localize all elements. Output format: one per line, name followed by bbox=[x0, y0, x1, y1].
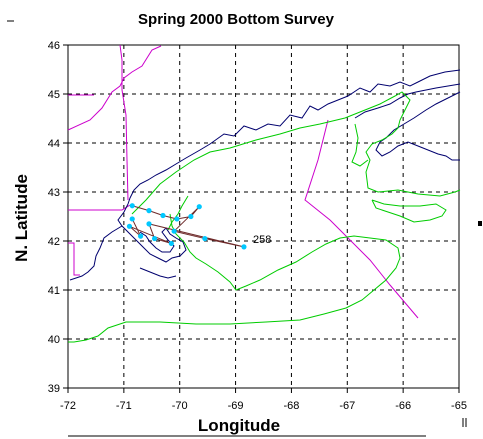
station-marker bbox=[138, 233, 144, 239]
station-marker bbox=[151, 235, 158, 242]
depth-contour-georges-bank bbox=[68, 213, 401, 343]
cruise-track bbox=[129, 205, 245, 248]
depth-contour-gulf-of-maine bbox=[131, 91, 461, 215]
latitude-ticks: 46 45 44 43 42 41 40 39 bbox=[48, 40, 68, 395]
plot-frame bbox=[67, 44, 460, 389]
station-marker bbox=[146, 208, 152, 214]
depth-contour-jordan-basin bbox=[371, 199, 447, 223]
connecticut-rhode-island-border bbox=[68, 242, 80, 276]
y-tick-label: 40 bbox=[48, 334, 60, 346]
y-tick-label: 46 bbox=[48, 40, 60, 52]
survey-stations bbox=[126, 203, 247, 250]
quebec-maine-border bbox=[67, 45, 162, 131]
station-marker bbox=[174, 216, 180, 222]
edge-marker bbox=[478, 221, 482, 226]
y-tick-label: 43 bbox=[48, 187, 60, 199]
x-tick-label: -66 bbox=[395, 400, 411, 412]
x-axis-title: Longitude bbox=[198, 416, 280, 435]
station-marker bbox=[188, 213, 194, 220]
coastline-fundy bbox=[354, 83, 461, 119]
x-tick-label: -65 bbox=[451, 400, 467, 412]
x-tick-label: -71 bbox=[116, 400, 132, 412]
station-marker bbox=[160, 212, 166, 219]
station-marker bbox=[168, 240, 174, 247]
x-tick-label: -70 bbox=[172, 400, 188, 412]
coastline-south-shore bbox=[69, 225, 123, 281]
station-marker bbox=[129, 216, 135, 222]
y-tick-label: 42 bbox=[48, 236, 60, 248]
coastline bbox=[69, 69, 461, 281]
depth-contour-wilkinson bbox=[167, 195, 189, 231]
cruise-track-line bbox=[129, 205, 245, 248]
y-tick-label: 45 bbox=[48, 89, 60, 101]
depth-contours bbox=[68, 91, 461, 343]
station-marker bbox=[196, 204, 202, 210]
coastline-massachusetts bbox=[117, 203, 187, 263]
station-marker bbox=[241, 244, 247, 250]
maine-new-hampshire-border bbox=[119, 44, 129, 201]
coastline-nova-scotia bbox=[375, 91, 461, 161]
x-tick-label: -72 bbox=[60, 400, 76, 412]
longitude-ticks: -72 -71 -70 -69 -68 -67 -66 -65 bbox=[60, 388, 467, 412]
station-marker bbox=[126, 223, 133, 229]
y-tick-label: 39 bbox=[48, 383, 60, 395]
x-tick-label: -69 bbox=[228, 400, 244, 412]
political-boundaries bbox=[67, 44, 419, 319]
station-marker bbox=[146, 221, 152, 227]
y-tick-label: 44 bbox=[48, 138, 60, 150]
station-marker bbox=[202, 235, 208, 242]
coastline-maine bbox=[127, 69, 461, 205]
x-tick-label: -68 bbox=[283, 400, 299, 412]
y-axis-title: N. Latitude bbox=[12, 174, 31, 262]
station-marker bbox=[171, 228, 177, 234]
massachusetts-north-border bbox=[68, 204, 131, 211]
depth-contour-browns-bank bbox=[351, 123, 369, 167]
x-tick-label: -67 bbox=[339, 400, 355, 412]
map-title: Spring 2000 Bottom Survey bbox=[138, 11, 335, 28]
hague-line bbox=[304, 119, 419, 319]
coastline-cape-islands bbox=[139, 267, 177, 279]
station-label-258: 258 bbox=[253, 234, 271, 246]
y-tick-label: 41 bbox=[48, 285, 60, 297]
station-marker bbox=[129, 203, 135, 209]
